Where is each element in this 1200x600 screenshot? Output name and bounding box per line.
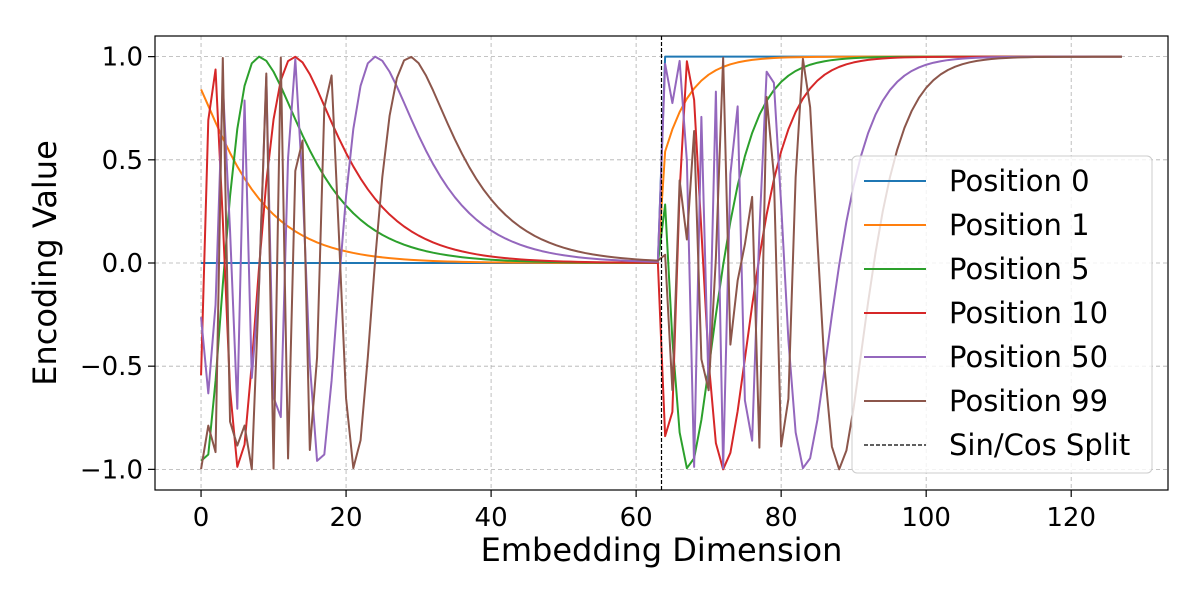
legend-label: Position 99 xyxy=(949,384,1108,418)
legend-label: Position 10 xyxy=(949,296,1108,330)
y-tick-label: 1.0 xyxy=(102,43,143,73)
legend: Position 0 Position 1 Position 5 Position 1… xyxy=(851,155,1153,474)
series-line-position-99 xyxy=(200,55,1122,471)
y-tick-label: 0.5 xyxy=(102,146,143,176)
y-axis-title: Encoding Value xyxy=(26,140,64,386)
x-tick-label: 120 xyxy=(1046,503,1096,533)
x-axis-title: Embedding Dimension xyxy=(481,531,843,569)
y-tick-label: −1.0 xyxy=(80,455,143,485)
legend-label: Position 5 xyxy=(949,252,1090,286)
legend-box xyxy=(851,155,1153,474)
legend-label: Position 1 xyxy=(949,208,1090,242)
x-tick-label: 20 xyxy=(330,503,363,533)
x-tick-label: 80 xyxy=(765,503,798,533)
legend-label: Position 0 xyxy=(949,164,1090,198)
x-tick-label: 0 xyxy=(193,503,210,533)
x-tick-label: 40 xyxy=(475,503,508,533)
legend-label: Sin/Cos Split xyxy=(949,428,1130,462)
tick-layer: 0 20 40 60 80 100 120 −1.0 −0.5 0.0 0.5 1.0 xyxy=(80,43,1096,533)
legend-label: Position 50 xyxy=(949,340,1108,374)
y-tick-label: −0.5 xyxy=(80,352,143,382)
y-tick-label: 0.0 xyxy=(102,249,143,279)
x-tick-label: 100 xyxy=(901,503,951,533)
x-tick-label: 60 xyxy=(620,503,653,533)
